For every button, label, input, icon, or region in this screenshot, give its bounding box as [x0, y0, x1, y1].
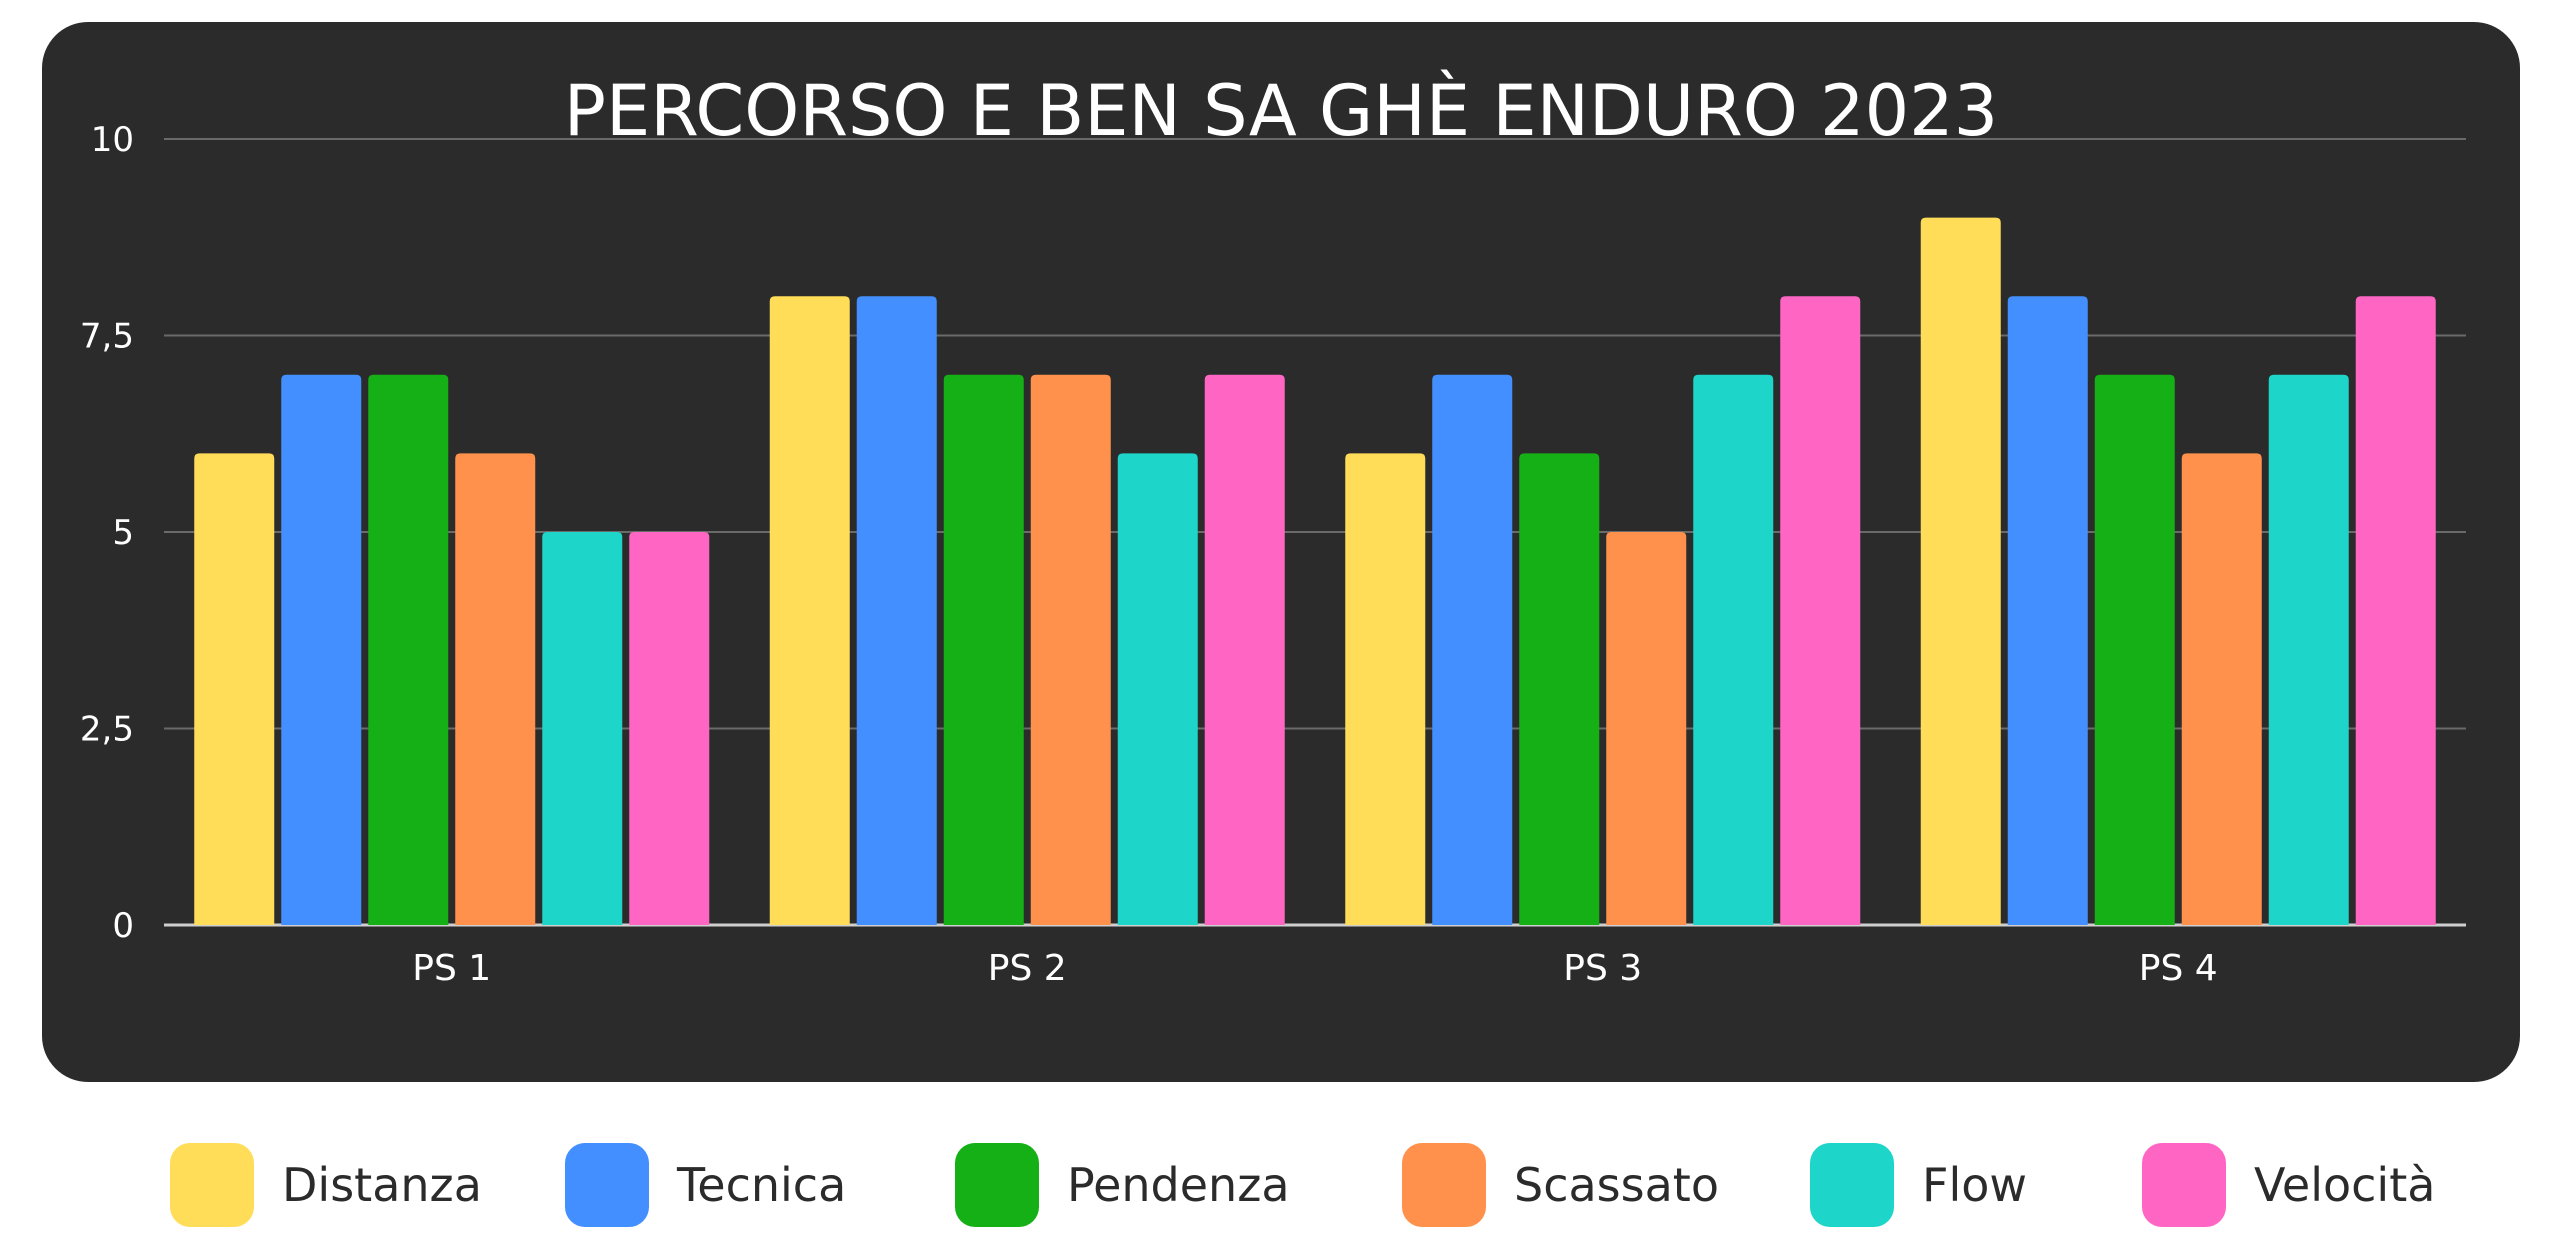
bar-flow-ps-3	[1693, 374, 1774, 925]
chart-plot: 0 2,5 5 7,5 10 PS 1 PS 2 PS 3 PS 4	[80, 120, 2466, 989]
bar-scassato-ps-4	[2181, 453, 2262, 925]
legend-swatch	[1402, 1143, 1486, 1227]
chart-panel: PERCORSO E BEN SA GHÈ ENDURO 2023 0 2,5 5 7…	[42, 22, 2520, 1082]
legend: Distanza Tecnica Pendenza Scassato Flow Veloc…	[0, 1140, 2560, 1230]
bar-distanza-ps-3	[1345, 453, 1426, 925]
legend-label: Tecnica	[677, 1158, 847, 1212]
bar-pendenza-ps-2	[943, 374, 1024, 925]
bar-tecnica-ps-3	[1432, 374, 1513, 925]
bar-pendenza-ps-1	[368, 374, 449, 925]
x-tick-label: PS 4	[2139, 948, 2218, 989]
bar-pendenza-ps-4	[2094, 374, 2175, 925]
bar-pendenza-ps-3	[1519, 453, 1600, 925]
bar-flow-ps-2	[1117, 453, 1198, 925]
bar-scassato-ps-2	[1030, 374, 1111, 925]
legend-item: Pendenza	[955, 1140, 1290, 1230]
bar-distanza-ps-2	[769, 296, 850, 925]
bar-flow-ps-4	[2268, 374, 2349, 925]
x-tick-label: PS 2	[988, 948, 1067, 989]
legend-item: Flow	[1810, 1140, 2027, 1230]
y-tick-label: 7,5	[80, 317, 134, 357]
y-tick-label: 10	[91, 120, 134, 160]
bar-tecnica-ps-1	[281, 374, 362, 925]
legend-swatch	[2142, 1143, 2226, 1227]
y-tick-label: 2,5	[80, 710, 134, 750]
bar-velocit--ps-2	[1204, 374, 1285, 925]
bar-velocit--ps-4	[2355, 296, 2436, 925]
legend-label: Distanza	[282, 1158, 482, 1212]
legend-swatch	[170, 1143, 254, 1227]
bar-tecnica-ps-2	[856, 296, 937, 925]
legend-swatch	[1810, 1143, 1894, 1227]
bar-tecnica-ps-4	[2007, 296, 2088, 925]
bar-scassato-ps-1	[455, 453, 536, 925]
legend-item: Distanza	[170, 1140, 482, 1230]
bar-flow-ps-1	[542, 532, 623, 925]
legend-item: Scassato	[1402, 1140, 1719, 1230]
bar-distanza-ps-4	[1920, 217, 2001, 926]
bar-velocit--ps-1	[629, 532, 710, 925]
bar-scassato-ps-3	[1606, 532, 1687, 925]
legend-label: Pendenza	[1067, 1158, 1290, 1212]
y-tick-label: 0	[112, 906, 134, 946]
legend-item: Velocità	[2142, 1140, 2435, 1230]
legend-label: Velocità	[2254, 1158, 2436, 1212]
legend-label: Flow	[1922, 1158, 2028, 1212]
bar-velocit--ps-3	[1780, 296, 1861, 925]
legend-label: Scassato	[1514, 1158, 1719, 1212]
bar-distanza-ps-1	[194, 453, 275, 925]
legend-swatch	[955, 1143, 1039, 1227]
legend-item: Tecnica	[565, 1140, 846, 1230]
y-tick-label: 5	[112, 513, 134, 553]
x-tick-label: PS 1	[412, 948, 491, 989]
x-tick-label: PS 3	[1563, 948, 1642, 989]
legend-swatch	[565, 1143, 649, 1227]
